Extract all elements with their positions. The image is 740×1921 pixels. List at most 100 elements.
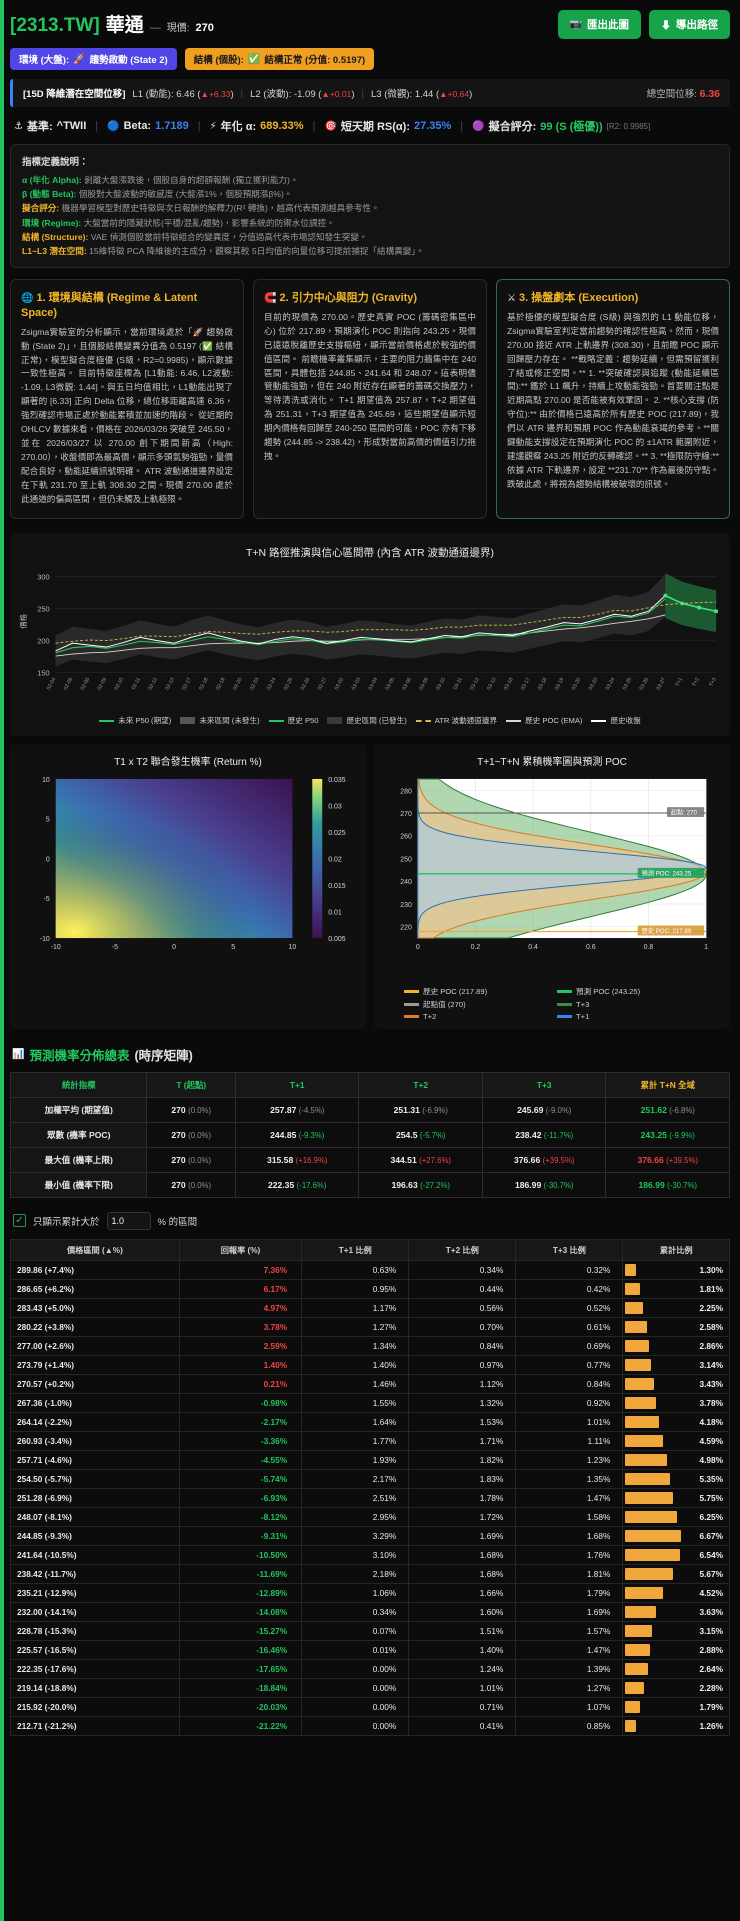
legend-swatch (404, 1002, 419, 1006)
l2-label: L2 (波動): (250, 89, 292, 100)
dist-return: -3.36% (178, 1430, 303, 1451)
table-row: 283.43 (+5.0%) 4.97% 1.17% 0.56% 0.52% 2.25% (10, 1297, 730, 1318)
dist-cumulative: 1.81% (622, 1278, 730, 1299)
dist-t2-ratio: 1.68% (408, 1544, 517, 1565)
dist-bar (625, 1472, 670, 1485)
svg-text:0: 0 (416, 944, 420, 951)
matrix-cell-pct: (-9.9%) (669, 1130, 695, 1140)
rs-value: 27.35% (413, 120, 452, 132)
header-actions: 📷 匯出此圖 ⬇ 導出路徑 (557, 10, 730, 39)
dist-bar (625, 1396, 657, 1409)
dist-t2-ratio: 1.83% (408, 1468, 517, 1489)
card-2-header: 🧲 2. 引力中心與阻力 (Gravity) (264, 291, 476, 306)
svg-text:T+2: T+2 (691, 676, 701, 687)
svg-text:02-12: 02-12 (147, 676, 159, 691)
matrix-col-header: T+1 (234, 1071, 360, 1098)
dist-t3-ratio: 0.61% (515, 1316, 624, 1337)
dist-t1-ratio: 1.93% (301, 1449, 410, 1470)
card-2-number: 2. (279, 292, 289, 305)
matrix-title-main: 預測機率分佈總表 (29, 1048, 130, 1063)
dist-bar (625, 1358, 651, 1371)
svg-text:02-05: 02-05 (63, 676, 75, 691)
dist-return: -8.12% (178, 1506, 303, 1527)
dist-price-range: 228.78 (-15.3%) (10, 1620, 180, 1641)
dist-return: -14.08% (178, 1601, 303, 1622)
matrix-cell-value: 376.66 (637, 1154, 667, 1165)
svg-text:1: 1 (704, 944, 708, 951)
filter-checkbox[interactable]: ✓ (13, 1214, 26, 1228)
svg-text:03-26: 03-26 (639, 676, 651, 691)
dist-cumulative: 5.35% (622, 1468, 730, 1489)
matrix-cell-value: 376.66 (513, 1154, 543, 1165)
dist-t2-ratio: 1.01% (408, 1677, 517, 1698)
dist-t3-ratio: 1.11% (515, 1430, 624, 1451)
svg-text:02-23: 02-23 (249, 676, 261, 691)
title-dash: — (149, 22, 161, 34)
divider-2: | (361, 87, 364, 99)
dist-col-header: T+3 比例 (515, 1238, 624, 1261)
threshold-input[interactable] (106, 1211, 151, 1230)
svg-text:150: 150 (37, 668, 49, 677)
dist-return: -4.55% (178, 1449, 303, 1470)
dist-cum-value: 4.18% (699, 1416, 723, 1427)
dist-t1-ratio: 1.46% (301, 1373, 410, 1394)
definition-text: 剝離大盤漲跌後，個股自身的超額報酬 (獨立獲利能力)。 (81, 175, 299, 185)
svg-text:240: 240 (400, 879, 412, 886)
dist-cum-value: 2.86% (699, 1340, 723, 1351)
matrix-cell: 376.66 (+39.5%) (605, 1146, 730, 1173)
dist-bar (625, 1301, 644, 1314)
definition-line: β (動態 Beta): 個股對大盤波動的敏感度 (大盤漲1%，個股預期漲β%)… (22, 187, 718, 201)
matrix-cell-pct: (0.0%) (188, 1105, 212, 1115)
indicator-definitions: 指標定義說明： α (年化 Alpha): 剝離大盤漲跌後，個股自身的超額報酬 … (10, 144, 730, 269)
svg-text:03-23: 03-23 (588, 676, 600, 691)
table-row: 215.92 (-20.0%) -20.03% 0.00% 0.71% 1.07% 1.7… (10, 1696, 730, 1717)
status-badge-structure[interactable]: 結構 (個股): ✅ 結構正常 (分值: 0.5197) (184, 48, 375, 70)
dist-cumulative: 2.25% (622, 1297, 730, 1318)
svg-text:0.005: 0.005 (328, 936, 346, 943)
matrix-col-header: T+3 (481, 1071, 607, 1098)
metric-fit-score: 🟣 擬合評分: 99 (S (極優)) [R2: 0.9985] (472, 118, 650, 134)
dist-t3-ratio: 1.81% (515, 1563, 624, 1584)
card-2-title-en: (Gravity) (371, 292, 418, 305)
dist-t3-ratio: 1.57% (515, 1620, 624, 1641)
definition-line: 結構 (Structure): VAE 偵測個股當前特徵組合的變異度，分值過高代… (22, 230, 718, 244)
dist-bar (625, 1567, 673, 1580)
matrix-cell: 251.31 (-6.9%) (358, 1096, 483, 1123)
svg-text:03-11: 03-11 (453, 676, 464, 690)
svg-text:價格: 價格 (18, 613, 28, 628)
dist-cum-value: 4.98% (699, 1454, 723, 1465)
svg-text:250: 250 (37, 604, 49, 613)
dist-t1-ratio: 2.18% (301, 1563, 410, 1584)
target-icon: 🎯 (324, 120, 337, 132)
legend-label: 未來區間 (未發生) (199, 716, 260, 726)
table-body: 加權平均 (期望值) 270 (0.0%) 257.87 (-4.5%) 251.31… (9, 1096, 730, 1198)
dist-body: 289.86 (+7.4%) 7.36% 0.63% 0.34% 0.32% 1.30% 2… (10, 1259, 730, 1736)
legend-item: 預測 POC (243.25) (557, 986, 700, 997)
legend-label: 歷史收盤 (610, 716, 641, 726)
dist-t2-ratio: 1.32% (408, 1392, 517, 1413)
dist-cum-value: 1.81% (699, 1283, 723, 1294)
status-badge-regime[interactable]: 環境 (大盤): 🚀 趨勢啟動 (State 2) (10, 48, 177, 70)
structure-pill-value: 結構正常 (分值: 0.5197) (264, 55, 366, 66)
legend-label: 歷史 POC (217.89) (423, 986, 488, 996)
table-header-row: 統計指標 T (起點) T+1 T+2 T+3 累計 T+N 全域 (9, 1071, 730, 1098)
dist-cum-value: 3.63% (699, 1606, 723, 1617)
svg-text:5: 5 (46, 817, 50, 824)
table-row: 257.71 (-4.6%) -4.55% 1.93% 1.82% 1.23% 4.98% (10, 1449, 730, 1470)
table-row: 241.64 (-10.5%) -10.50% 3.10% 1.68% 1.76% 6.5… (10, 1544, 730, 1565)
anchor-icon: ⚓ (14, 120, 23, 132)
definition-key: 環境 (Regime): (22, 217, 82, 228)
table-row: 267.36 (-1.0%) -0.98% 1.55% 1.32% 0.92% 3.78% (10, 1392, 730, 1413)
export-image-button[interactable]: 📷 匯出此圖 (557, 10, 641, 39)
cumulative-probability-chart[interactable]: 0 0.2 0.4 0.6 0.8 1 220 230 240 250 260 270 280 起點: 2… (378, 771, 726, 980)
main-chart-svg[interactable]: 150 200 250 300 價格 02-04 02-05 02-06 02-09 02-10 0… (14, 562, 726, 710)
svg-text:03-13: 03-13 (486, 676, 498, 691)
svg-text:0.03: 0.03 (328, 803, 342, 810)
svg-text:02-19: 02-19 (215, 676, 227, 691)
legend-label: 起點值 (270) (423, 999, 466, 1009)
matrix-cell-pct: (+39.5%) (542, 1155, 575, 1165)
export-path-button[interactable]: ⬇ 導出路徑 (649, 10, 730, 39)
dist-return: -11.69% (178, 1563, 303, 1584)
joint-probability-heatmap[interactable]: 10 5 0 -5 -10-10 -5 0 5 10 0.035 0.03 0.025 0.02 0.01… (14, 771, 362, 980)
dist-cumulative: 3.43% (622, 1373, 730, 1394)
